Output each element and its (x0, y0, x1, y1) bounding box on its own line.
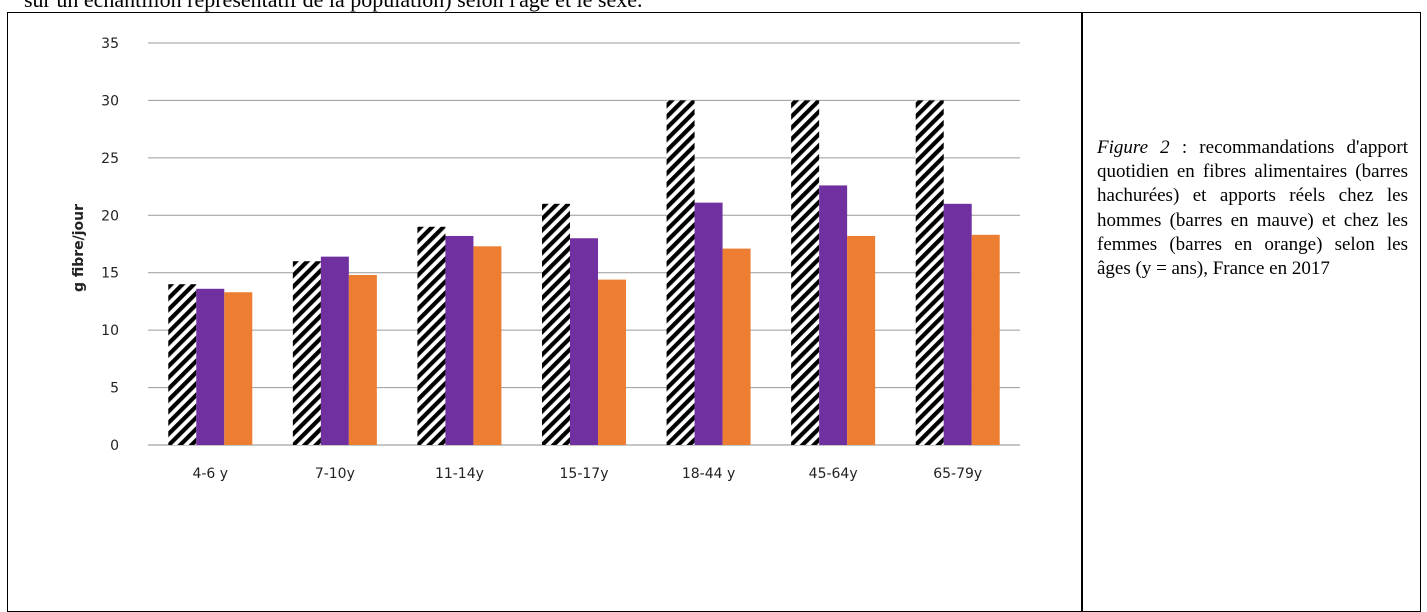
bar-series-3-11-14y (473, 246, 502, 445)
y-tick-label: 0 (110, 438, 119, 454)
bar-series-1-11-14y (417, 226, 446, 445)
x-category-label: 65-79y (933, 466, 982, 482)
x-category-label: 18-44 y (682, 466, 735, 482)
bar-series-3-15-17y (598, 279, 626, 445)
x-category-label: 11-14y (435, 466, 484, 482)
bar-series-1-18-44y (666, 100, 695, 445)
figure-caption-text: : recommandations d'apport quotidien en … (1097, 137, 1409, 280)
x-axis-labels: 4-6 y 7-10y 11-14y 15-17y 18-44 y 45-64y 65-79… (192, 466, 982, 482)
bar-series-1-45-64y (791, 100, 820, 445)
bar-series-2-18-44y (694, 202, 723, 445)
table-column-divider (1081, 12, 1083, 612)
y-tick-label: 35 (101, 36, 119, 52)
bar-series-1-15-17y (542, 203, 570, 445)
document-text-above: sur un échantillon représentatif de la p… (24, 0, 643, 13)
bar-series-2-11-14y (445, 235, 474, 445)
bar-series-3-4-6y (224, 292, 253, 445)
y-axis-label: g fibre/jour (71, 204, 87, 292)
bar-series-3-45-64y (847, 235, 876, 445)
y-tick-label: 30 (101, 93, 119, 109)
x-category-label: 15-17y (560, 466, 609, 482)
bar-series-2-7-10y (320, 256, 349, 445)
x-category-label: 45-64y (809, 466, 858, 482)
bar-series-1-65-79y (915, 100, 944, 445)
figure-caption: Figure 2 : recommandations d'apport quot… (1097, 136, 1408, 281)
bar-series-3-65-79y (971, 234, 1000, 445)
bars (168, 100, 1000, 445)
bar-series-3-7-10y (348, 275, 377, 445)
y-tick-label: 10 (101, 323, 119, 339)
y-tick-label: 20 (101, 208, 119, 224)
bar-series-1-7-10y (292, 261, 321, 445)
bar-series-2-15-17y (570, 238, 598, 445)
x-category-label: 4-6 y (192, 466, 228, 482)
bar-series-2-4-6y (196, 288, 225, 445)
fiber-bar-chart: 0 5 10 15 20 25 30 35 4-6 y 7-10y 11-14y 15-17y 18-… (71, 36, 1020, 482)
y-tick-label: 5 (110, 381, 119, 397)
bar-series-2-65-79y (943, 203, 972, 445)
x-category-label: 7-10y (315, 466, 355, 482)
figure-caption-label: Figure 2 (1097, 137, 1170, 158)
bar-series-2-45-64y (819, 185, 848, 445)
bar-series-1-4-6y (168, 284, 197, 445)
y-tick-label: 15 (101, 266, 119, 282)
bar-series-3-18-44y (722, 248, 751, 445)
y-axis-ticks: 0 5 10 15 20 25 30 35 (101, 36, 119, 454)
y-tick-label: 25 (101, 151, 119, 167)
